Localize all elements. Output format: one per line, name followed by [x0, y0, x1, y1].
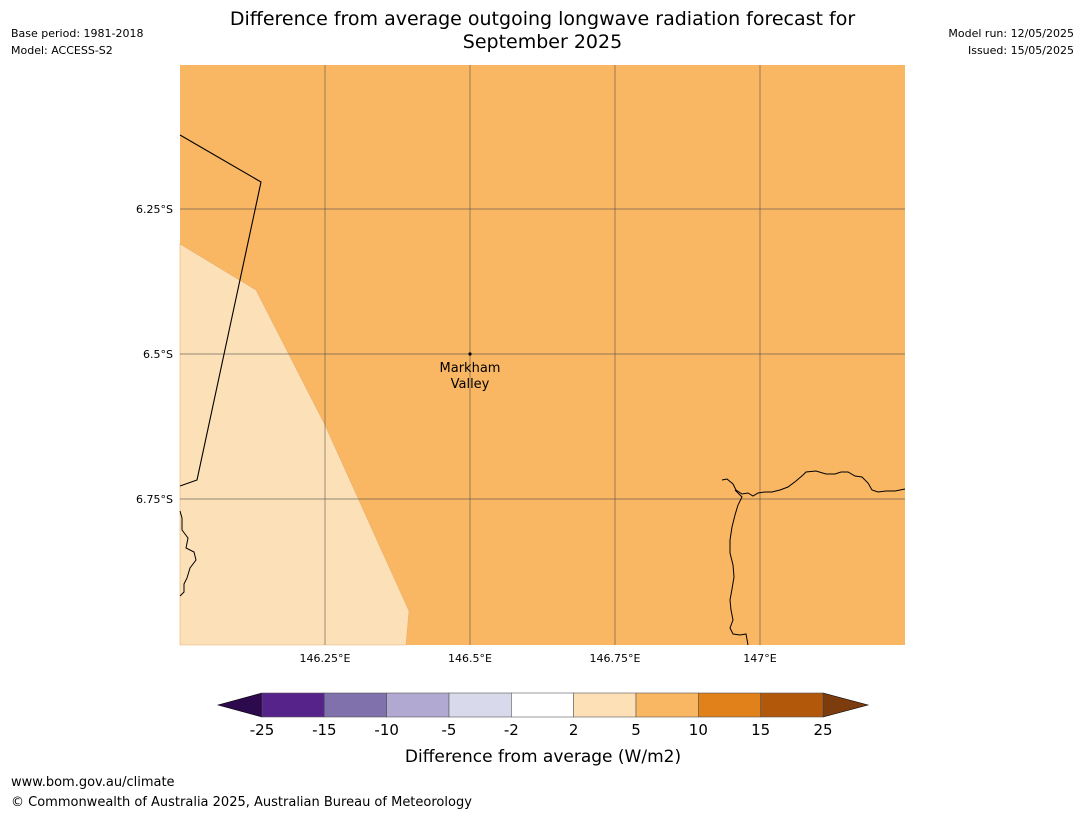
place-label-line-1: Markham: [440, 361, 501, 376]
colorbar-tick-label: 10: [689, 721, 708, 739]
colorbar-segment: [324, 692, 387, 718]
colorbar-tick-label: 5: [631, 721, 641, 739]
footer-url: www.bom.gov.au/climate: [11, 775, 175, 790]
colorbar-extend-low: [216, 692, 263, 718]
colorbar: -25 -15 -10 -5 -2 2 5 10 15 25 Difference from av…: [216, 692, 870, 767]
colorbar-segment: [386, 692, 450, 718]
colorbar-label: Difference from average (W/m2): [405, 747, 681, 767]
issued-text: Issued: 15/05/2025: [967, 44, 1074, 57]
lon-tick-label: 146.5°E: [448, 652, 492, 665]
province-boundary: [179, 134, 262, 487]
model-run-text: Model run: 12/05/2025: [948, 27, 1074, 40]
colorbar-tick-label: 2: [569, 721, 579, 739]
title-line-1: Difference from average outgoing longwav…: [229, 8, 856, 30]
place-label-line-2: Valley: [451, 377, 490, 392]
colorbar-segment: [511, 692, 574, 718]
colorbar-tick-label: 25: [813, 721, 832, 739]
colorbar-segment: [760, 692, 824, 718]
footer-copyright: © Commonwealth of Australia 2025, Austra…: [11, 795, 472, 810]
coastline-west: [179, 510, 197, 597]
meta-right: Model run: 12/05/2025 Issued: 15/05/2025: [948, 25, 1074, 59]
colorbar-tick-label: 15: [751, 721, 770, 739]
map-panel[interactable]: Markham Valley: [179, 65, 906, 646]
colorbar-segment: [261, 692, 325, 718]
colorbar-tick-label: -10: [374, 721, 399, 739]
lat-tick-label: 6.25°S: [136, 203, 173, 216]
lon-tick-label: 146.75°E: [590, 652, 641, 665]
anomaly-region-2-to-5: [179, 243, 410, 646]
map-title: Difference from average outgoing longwav…: [180, 8, 905, 54]
lat-tick-label: 6.75°S: [136, 493, 173, 506]
meta-left: Base period: 1981-2018 Model: ACCESS-S2: [11, 25, 143, 59]
colorbar-tick-label: -25: [250, 721, 275, 739]
colorbar-tick-label: -15: [312, 721, 337, 739]
base-period-text: Base period: 1981-2018: [11, 27, 144, 40]
colorbar-extend-high: [822, 692, 870, 718]
river-coast-south: [729, 489, 749, 646]
colorbar-segment: [698, 692, 761, 718]
lon-tick-label: 146.25°E: [300, 652, 351, 665]
colorbar-tick-label: -2: [504, 721, 519, 739]
colorbar-segment: [635, 692, 699, 718]
colorbar-segment: [573, 692, 637, 718]
lon-tick-label: 147°E: [743, 652, 776, 665]
place-marker[interactable]: [468, 352, 472, 356]
model-text: Model: ACCESS-S2: [11, 44, 113, 57]
graticule: [180, 65, 905, 645]
lat-tick-label: 6.5°S: [143, 348, 173, 361]
colorbar-tick-label: -5: [442, 721, 457, 739]
colorbar-segment: [448, 692, 512, 718]
coastline-north-east: [721, 470, 906, 497]
title-line-2: September 2025: [462, 31, 623, 53]
